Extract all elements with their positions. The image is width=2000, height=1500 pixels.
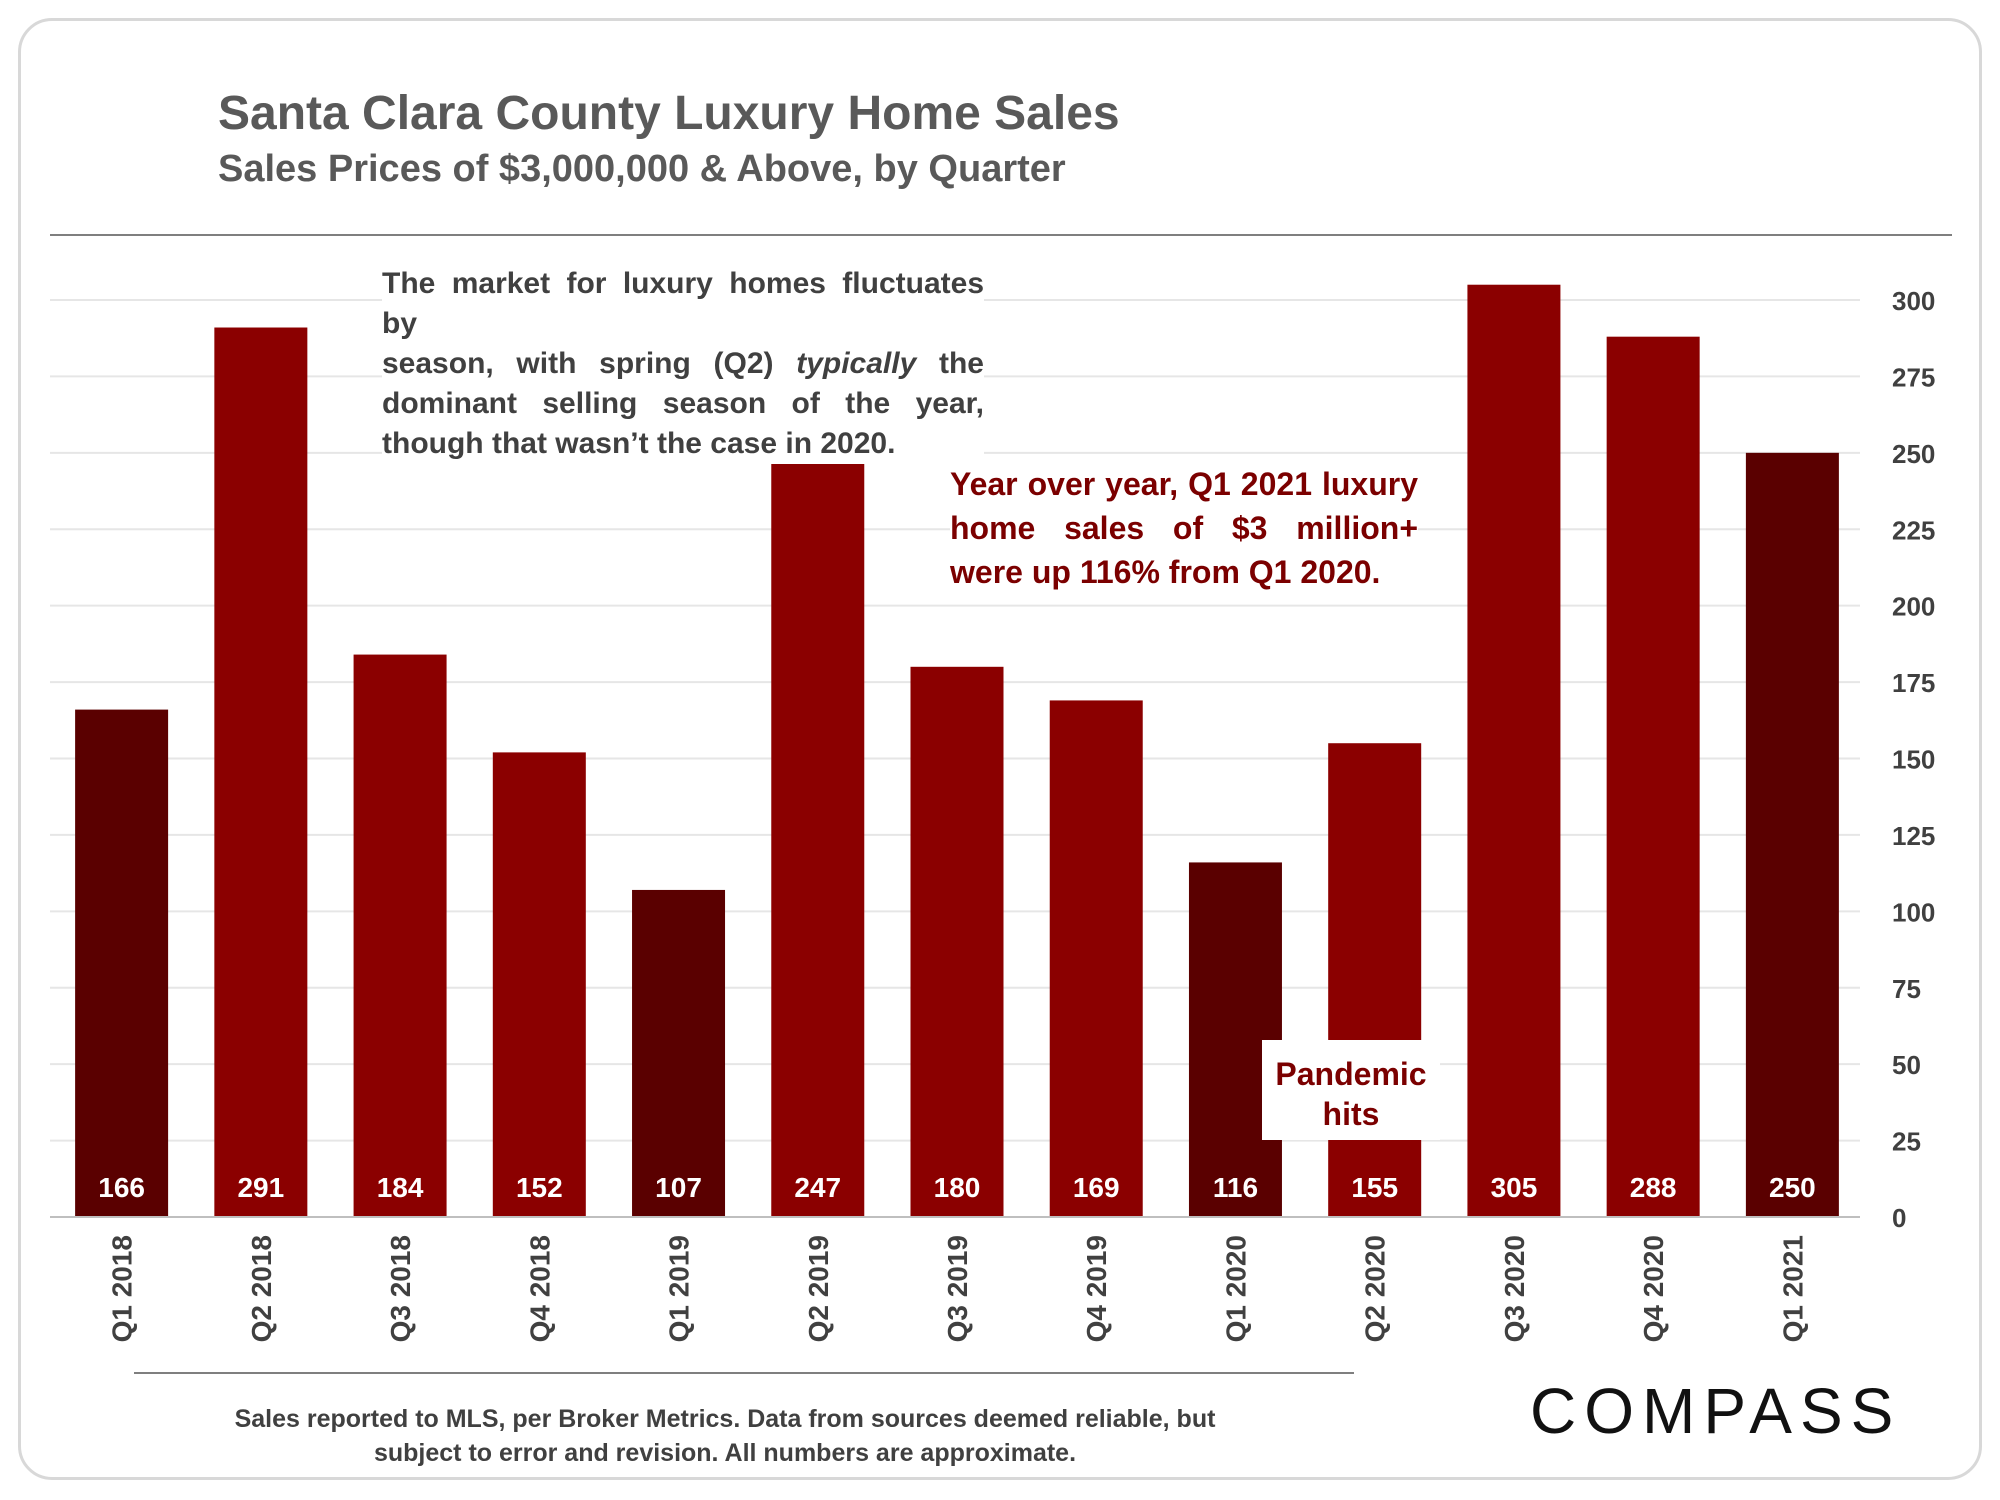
footnote: Sales reported to MLS, per Broker Metric… [150, 1402, 1300, 1470]
x-tick-label: Q2 2020 [1360, 1235, 1391, 1342]
compass-logo: COMPASS [1530, 1375, 1902, 1447]
y-tick-label: 150 [1892, 745, 1935, 775]
data-label: 288 [1630, 1172, 1677, 1203]
chart-title: Santa Clara County Luxury Home Sales [218, 87, 1120, 140]
y-tick-label: 75 [1892, 974, 1921, 1004]
y-tick-label: 0 [1892, 1203, 1906, 1233]
yoy-annotation-line3: were up 116% from Q1 2020. [950, 554, 1381, 590]
bar [1745, 452, 1839, 1217]
y-tick-label: 250 [1892, 439, 1935, 469]
x-tick-label: Q2 2019 [803, 1235, 834, 1342]
yoy-annotation-line1: Year over year, Q1 2021 luxury [950, 466, 1418, 502]
data-label: 184 [377, 1172, 424, 1203]
y-tick-label: 275 [1892, 362, 1935, 392]
y-tick-label: 200 [1892, 592, 1935, 622]
yoy-annotation-line2: home sales of $3 million+ [950, 510, 1418, 546]
data-label: 166 [98, 1172, 145, 1203]
pandemic-label-line2: hits [1322, 1096, 1380, 1132]
data-label: 152 [516, 1172, 563, 1203]
yoy-annotation: Year over year, Q1 2021 luxury home sale… [950, 462, 1418, 594]
x-tick-label: Q4 2018 [524, 1235, 555, 1342]
pandemic-label-line1: Pandemic [1275, 1056, 1427, 1092]
bar [492, 752, 586, 1217]
bar [1606, 336, 1700, 1217]
y-tick-label: 125 [1892, 821, 1935, 851]
data-label: 250 [1769, 1172, 1816, 1203]
data-label: 169 [1073, 1172, 1120, 1203]
footnote-line1: Sales reported to MLS, per Broker Metric… [234, 1405, 1216, 1433]
y-tick-label: 25 [1892, 1127, 1921, 1157]
x-tick-label: Q3 2018 [385, 1235, 416, 1342]
data-label: 107 [655, 1172, 702, 1203]
data-label: 291 [237, 1172, 284, 1203]
x-tick-label: Q1 2021 [1777, 1235, 1808, 1342]
x-tick-label: Q3 2020 [1499, 1235, 1530, 1342]
title-divider [50, 234, 1952, 236]
x-tick-label: Q1 2018 [107, 1235, 138, 1342]
season-annotation: The market for luxury homes fluctuates b… [382, 264, 984, 464]
y-tick-label: 100 [1892, 897, 1935, 927]
bar [1188, 862, 1282, 1217]
y-tick-label: 175 [1892, 668, 1935, 698]
season-annotation-line4: though that wasn’t the case in 2020. [382, 427, 896, 460]
data-label: 180 [934, 1172, 981, 1203]
x-tick-label: Q1 2020 [1220, 1235, 1251, 1342]
y-tick-label: 225 [1892, 515, 1935, 545]
bar [353, 654, 447, 1217]
bar [1328, 743, 1422, 1217]
bar [910, 666, 1004, 1217]
data-label: 247 [794, 1172, 841, 1203]
bar [214, 327, 308, 1217]
chart-subtitle: Sales Prices of $3,000,000 & Above, by Q… [218, 148, 1066, 190]
season-annotation-line2: season, with spring (Q2) typically the [382, 347, 984, 380]
data-label: 155 [1351, 1172, 1398, 1203]
x-tick-label: Q1 2019 [664, 1235, 695, 1342]
y-tick-label: 50 [1892, 1050, 1921, 1080]
x-tick-label: Q4 2020 [1638, 1235, 1669, 1342]
bar [75, 709, 169, 1217]
bar [632, 889, 726, 1217]
data-label: 305 [1491, 1172, 1538, 1203]
season-annotation-line3: dominant selling season of the year, [382, 387, 984, 420]
y-tick-label: 300 [1892, 286, 1935, 316]
season-annotation-line1: The market for luxury homes fluctuates b… [382, 267, 984, 340]
bar [1467, 284, 1561, 1217]
x-tick-label: Q2 2018 [246, 1235, 277, 1342]
x-tick-label: Q4 2019 [1081, 1235, 1112, 1342]
data-label: 116 [1213, 1172, 1258, 1203]
pandemic-label: Pandemic hits [1262, 1040, 1440, 1140]
footer-divider [134, 1372, 1354, 1374]
x-tick-label: Q3 2019 [942, 1235, 973, 1342]
footnote-line2: subject to error and revision. All numbe… [373, 1439, 1077, 1467]
bar [1049, 700, 1143, 1217]
bar [771, 462, 865, 1218]
